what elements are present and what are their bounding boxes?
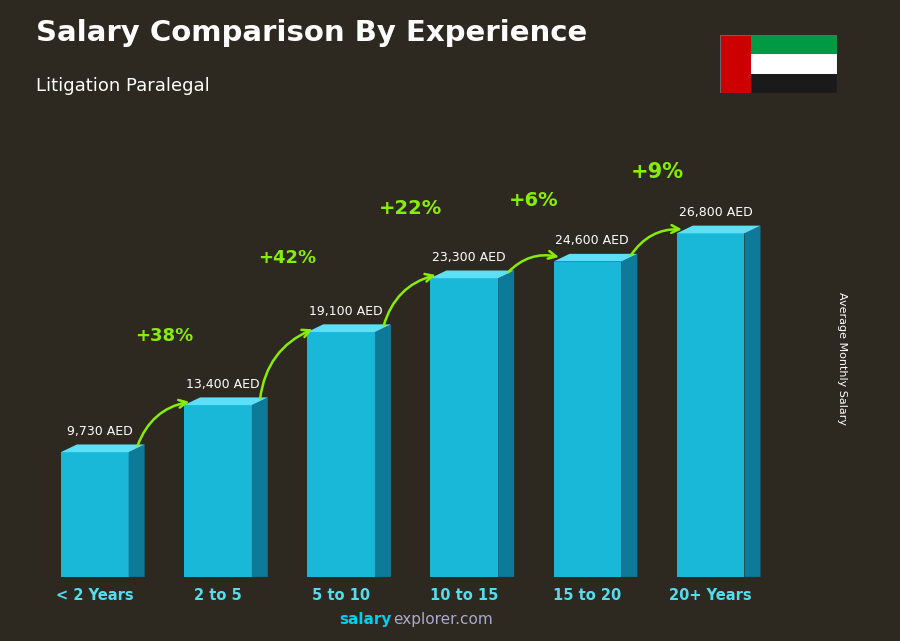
Text: +22%: +22% xyxy=(379,199,442,218)
Polygon shape xyxy=(61,444,145,452)
Polygon shape xyxy=(498,271,514,577)
Text: Litigation Paralegal: Litigation Paralegal xyxy=(36,77,210,95)
Polygon shape xyxy=(61,452,129,577)
Text: +42%: +42% xyxy=(258,249,317,267)
Text: 24,600 AED: 24,600 AED xyxy=(555,235,629,247)
Text: Salary Comparison By Experience: Salary Comparison By Experience xyxy=(36,19,587,47)
Polygon shape xyxy=(252,397,268,577)
Polygon shape xyxy=(430,278,498,577)
Text: 26,800 AED: 26,800 AED xyxy=(679,206,752,219)
Text: 9,730 AED: 9,730 AED xyxy=(67,425,132,438)
Text: +9%: +9% xyxy=(631,162,684,181)
Polygon shape xyxy=(129,444,145,577)
Polygon shape xyxy=(621,254,637,577)
Text: 19,100 AED: 19,100 AED xyxy=(309,305,382,318)
Text: salary: salary xyxy=(339,612,392,627)
Polygon shape xyxy=(307,332,375,577)
Bar xyxy=(720,54,837,74)
Polygon shape xyxy=(744,226,760,577)
Polygon shape xyxy=(430,271,514,278)
Bar xyxy=(720,35,751,93)
Polygon shape xyxy=(554,254,637,262)
Polygon shape xyxy=(677,233,744,577)
Bar xyxy=(720,74,837,93)
Text: +6%: +6% xyxy=(509,191,559,210)
Text: +38%: +38% xyxy=(135,327,194,345)
Polygon shape xyxy=(677,226,760,233)
Polygon shape xyxy=(184,397,268,405)
Polygon shape xyxy=(375,324,391,577)
Polygon shape xyxy=(307,324,391,332)
Polygon shape xyxy=(554,262,621,577)
Text: 23,300 AED: 23,300 AED xyxy=(432,251,506,264)
Text: explorer.com: explorer.com xyxy=(393,612,493,627)
Text: 13,400 AED: 13,400 AED xyxy=(186,378,259,391)
Text: Average Monthly Salary: Average Monthly Salary xyxy=(838,292,848,426)
Polygon shape xyxy=(184,405,252,577)
Bar xyxy=(720,35,837,54)
